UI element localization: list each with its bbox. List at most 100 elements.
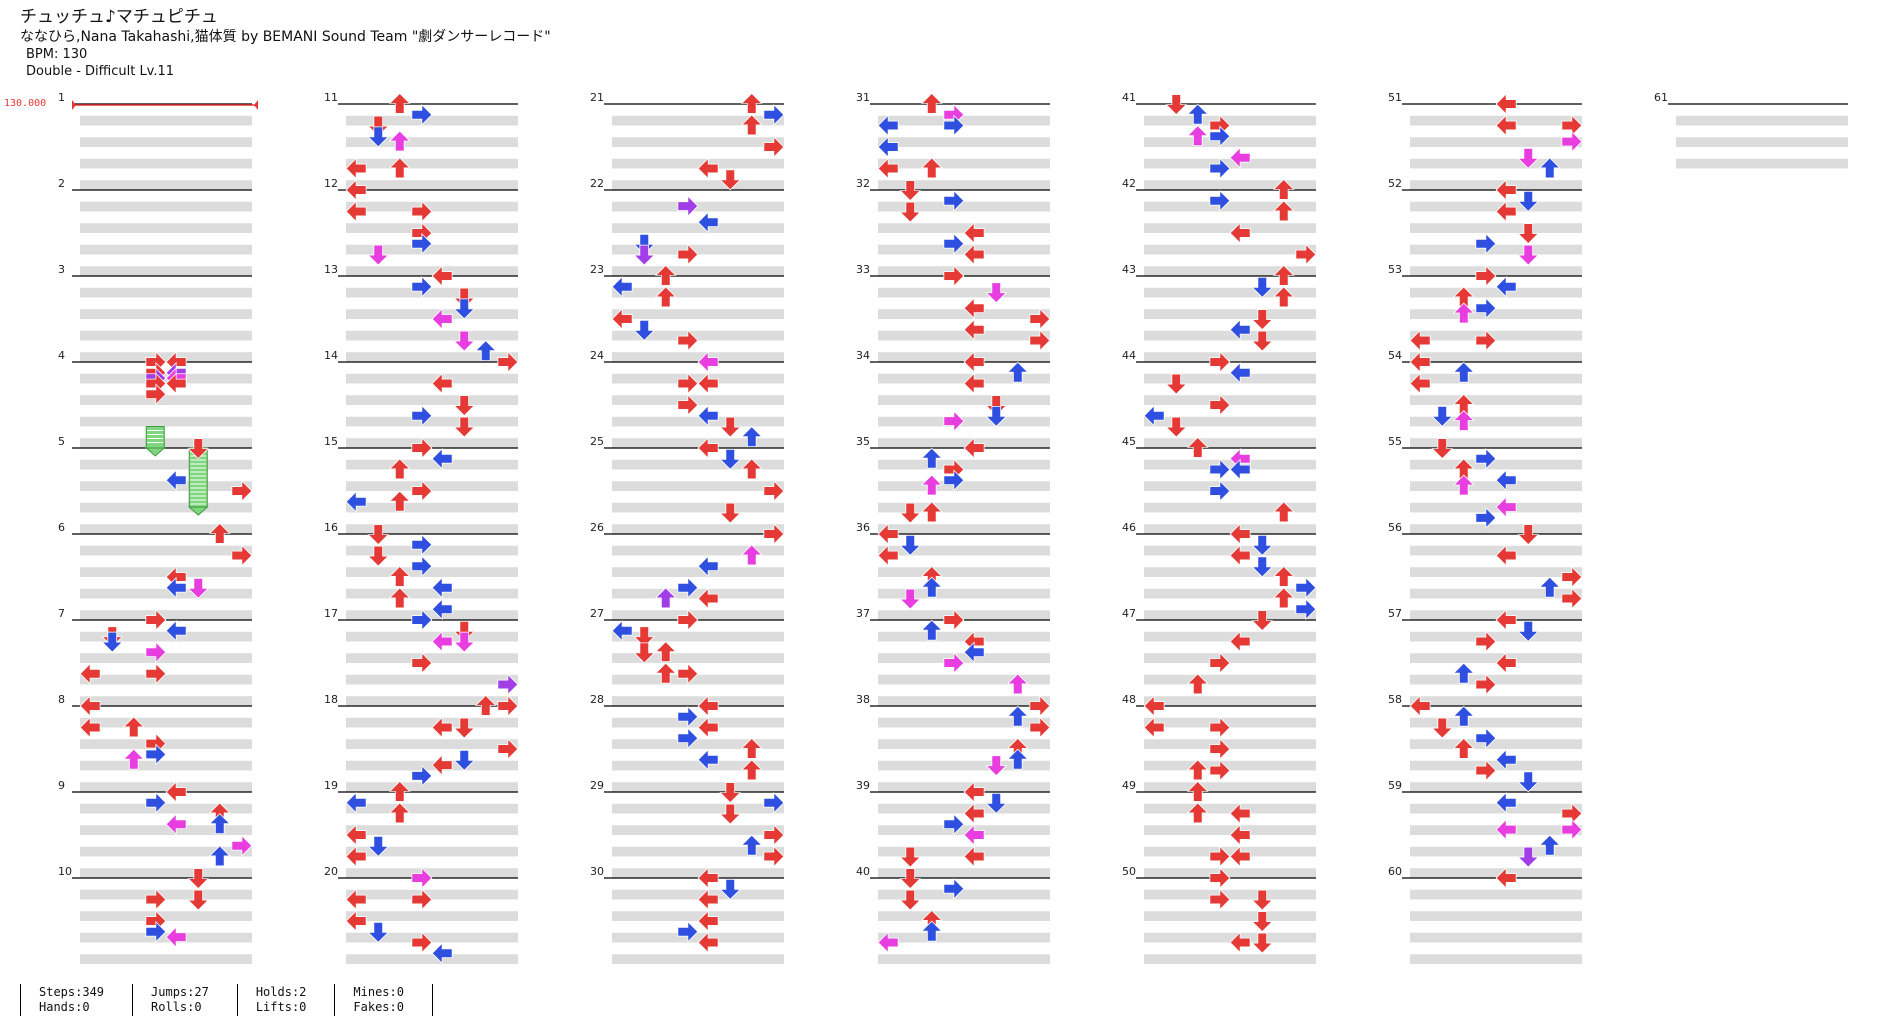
beat-band — [878, 954, 1050, 964]
down-arrow-icon — [1251, 330, 1274, 352]
right-arrow-icon — [677, 243, 699, 266]
beat-band — [878, 545, 1050, 556]
left-arrow-icon — [1229, 845, 1251, 868]
up-arrow-icon — [654, 286, 677, 308]
left-arrow-icon — [877, 544, 899, 567]
left-arrow-icon — [165, 619, 187, 642]
beat-band — [612, 739, 784, 749]
beat-band — [346, 459, 518, 470]
right-arrow-icon — [145, 791, 167, 814]
beat-band — [878, 760, 1050, 771]
beat-band — [1410, 588, 1582, 599]
beat-band — [612, 481, 784, 491]
left-arrow-icon — [431, 265, 453, 287]
stats-column-holds: Holds:2 Lifts:0 — [236, 984, 335, 1016]
left-arrow-icon — [345, 490, 367, 513]
down-arrow-icon — [719, 878, 742, 900]
beat-band — [878, 739, 1050, 749]
beat-band — [1144, 201, 1316, 212]
left-arrow-icon — [165, 469, 187, 492]
right-arrow-icon — [1209, 458, 1231, 481]
left-arrow-icon — [697, 888, 719, 911]
beat-band — [1144, 653, 1316, 663]
beat-band — [1144, 459, 1316, 470]
beat-band — [878, 868, 1050, 878]
beat-band — [346, 567, 518, 577]
beat-band — [1144, 760, 1316, 771]
left-arrow-icon — [1495, 200, 1517, 223]
up-arrow-icon — [920, 920, 943, 942]
stats-column-steps: Steps:349 Hands:0 — [20, 984, 132, 1016]
beat-band — [878, 610, 1050, 620]
beat-band — [878, 825, 1050, 835]
step-chart: 1234567891011121314151617181920212223242… — [58, 91, 1850, 965]
left-arrow-icon — [165, 372, 187, 395]
measure-number: 19 — [324, 779, 338, 792]
beat-band — [1144, 266, 1316, 276]
up-arrow-icon — [1452, 662, 1475, 684]
beat-band — [80, 524, 252, 534]
down-arrow-icon — [367, 545, 390, 567]
up-arrow-icon — [920, 447, 943, 469]
beat-band — [1144, 244, 1316, 255]
right-arrow-icon — [411, 652, 433, 674]
up-arrow-icon — [1272, 587, 1295, 609]
measure-number: 37 — [856, 607, 870, 620]
down-arrow-icon — [367, 126, 390, 148]
beat-band — [612, 760, 784, 771]
left-arrow-icon — [165, 813, 187, 836]
up-arrow-icon — [474, 694, 497, 716]
down-arrow-icon — [899, 201, 922, 223]
left-arrow-icon — [1409, 372, 1431, 395]
up-arrow-icon — [1272, 264, 1295, 286]
left-arrow-icon — [963, 824, 985, 846]
measure-number: 11 — [324, 91, 338, 104]
right-arrow-icon — [1561, 130, 1583, 153]
measure-number: 7 — [58, 607, 65, 620]
up-arrow-icon — [1186, 673, 1209, 695]
beat-band — [346, 889, 518, 900]
right-arrow-icon — [1209, 125, 1231, 148]
beat-band — [1410, 502, 1582, 513]
measure-number: 46 — [1122, 521, 1136, 534]
up-arrow-icon — [1186, 802, 1209, 824]
beat-band — [1410, 309, 1582, 319]
right-arrow-icon — [677, 609, 699, 631]
measure-number: 34 — [856, 349, 870, 362]
right-arrow-icon — [1209, 189, 1231, 212]
left-arrow-icon — [345, 179, 367, 201]
beat-band — [1410, 954, 1582, 964]
left-arrow-icon — [1229, 458, 1251, 481]
beat-band — [80, 309, 252, 319]
beat-band — [1144, 481, 1316, 491]
right-arrow-icon — [1561, 587, 1583, 610]
beat-band — [346, 287, 518, 298]
down-arrow-icon — [367, 524, 390, 546]
beat-band — [1144, 610, 1316, 620]
beat-band — [612, 545, 784, 556]
beat-band — [80, 244, 252, 255]
down-arrow-icon — [453, 330, 476, 352]
down-arrow-icon — [1517, 244, 1540, 266]
beat-band — [346, 782, 518, 792]
left-arrow-icon — [431, 447, 453, 470]
up-arrow-icon — [740, 426, 763, 448]
down-arrow-icon — [633, 626, 656, 648]
beat-band — [878, 330, 1050, 341]
up-arrow-icon — [654, 264, 677, 286]
beat-band — [346, 352, 518, 362]
up-arrow-icon — [740, 834, 763, 856]
measure-number: 55 — [1388, 435, 1402, 448]
left-arrow-icon — [697, 404, 719, 427]
beat-band — [878, 201, 1050, 212]
left-arrow-icon — [963, 318, 985, 341]
left-arrow-icon — [697, 748, 719, 771]
beat-band — [878, 223, 1050, 233]
left-arrow-icon — [1143, 695, 1165, 717]
beat-band — [1410, 266, 1582, 276]
right-arrow-icon — [411, 480, 433, 502]
down-arrow-icon — [453, 717, 476, 739]
right-arrow-icon — [763, 791, 785, 814]
right-arrow-icon — [677, 920, 699, 943]
measure-number: 18 — [324, 693, 338, 706]
